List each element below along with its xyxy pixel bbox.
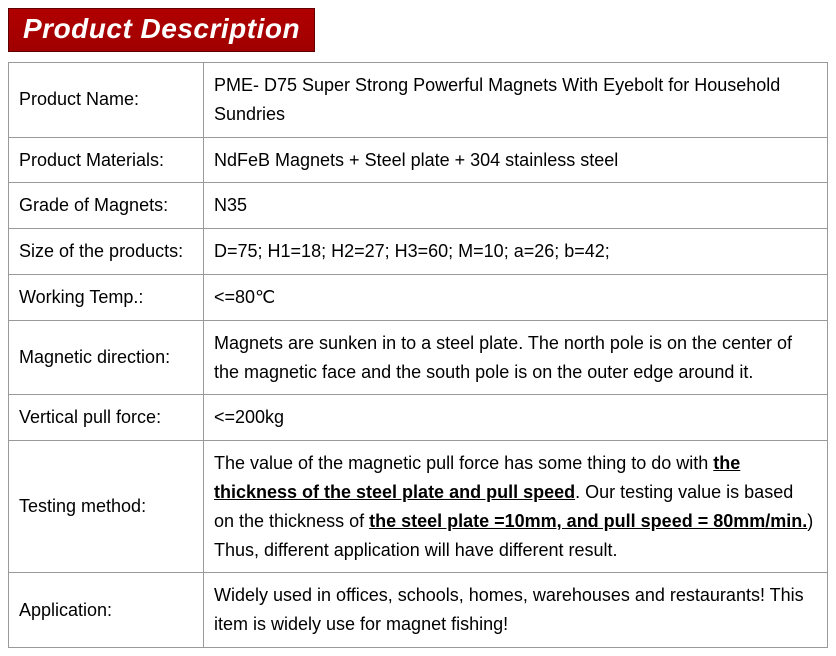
table-row: Size of the products:D=75; H1=18; H2=27;… (9, 229, 828, 275)
spec-value: N35 (204, 183, 828, 229)
table-row: Magnetic direction:Magnets are sunken in… (9, 320, 828, 395)
table-row: Vertical pull force:<=200kg (9, 395, 828, 441)
emph-text: the steel plate =10mm, and pull speed = … (369, 511, 807, 531)
table-row: Application:Widely used in offices, scho… (9, 573, 828, 648)
spec-value: PME- D75 Super Strong Powerful Magnets W… (204, 63, 828, 138)
spec-value: NdFeB Magnets + Steel plate + 304 stainl… (204, 137, 828, 183)
spec-label: Magnetic direction: (9, 320, 204, 395)
spec-value: <=80℃ (204, 274, 828, 320)
spec-value: Magnets are sunken in to a steel plate. … (204, 320, 828, 395)
table-row: Product Name:PME- D75 Super Strong Power… (9, 63, 828, 138)
spec-value: The value of the magnetic pull force has… (204, 441, 828, 573)
spec-table: Product Name:PME- D75 Super Strong Power… (8, 62, 828, 648)
spec-label: Size of the products: (9, 229, 204, 275)
plain-text: The value of the magnetic pull force has… (214, 453, 713, 473)
spec-value: D=75; H1=18; H2=27; H3=60; M=10; a=26; b… (204, 229, 828, 275)
table-row: Grade of Magnets:N35 (9, 183, 828, 229)
spec-label: Grade of Magnets: (9, 183, 204, 229)
spec-label: Product Name: (9, 63, 204, 138)
spec-value: <=200kg (204, 395, 828, 441)
table-row: Testing method: The value of the magnetic… (9, 441, 828, 573)
spec-label: Product Materials: (9, 137, 204, 183)
table-row: Product Materials:NdFeB Magnets + Steel … (9, 137, 828, 183)
spec-value: Widely used in offices, schools, homes, … (204, 573, 828, 648)
spec-label: Working Temp.: (9, 274, 204, 320)
spec-label: Application: (9, 573, 204, 648)
table-row: Working Temp.:<=80℃ (9, 274, 828, 320)
section-title: Product Description (8, 8, 315, 52)
spec-label: Testing method: (9, 441, 204, 573)
spec-tbody: Product Name:PME- D75 Super Strong Power… (9, 63, 828, 648)
spec-label: Vertical pull force: (9, 395, 204, 441)
